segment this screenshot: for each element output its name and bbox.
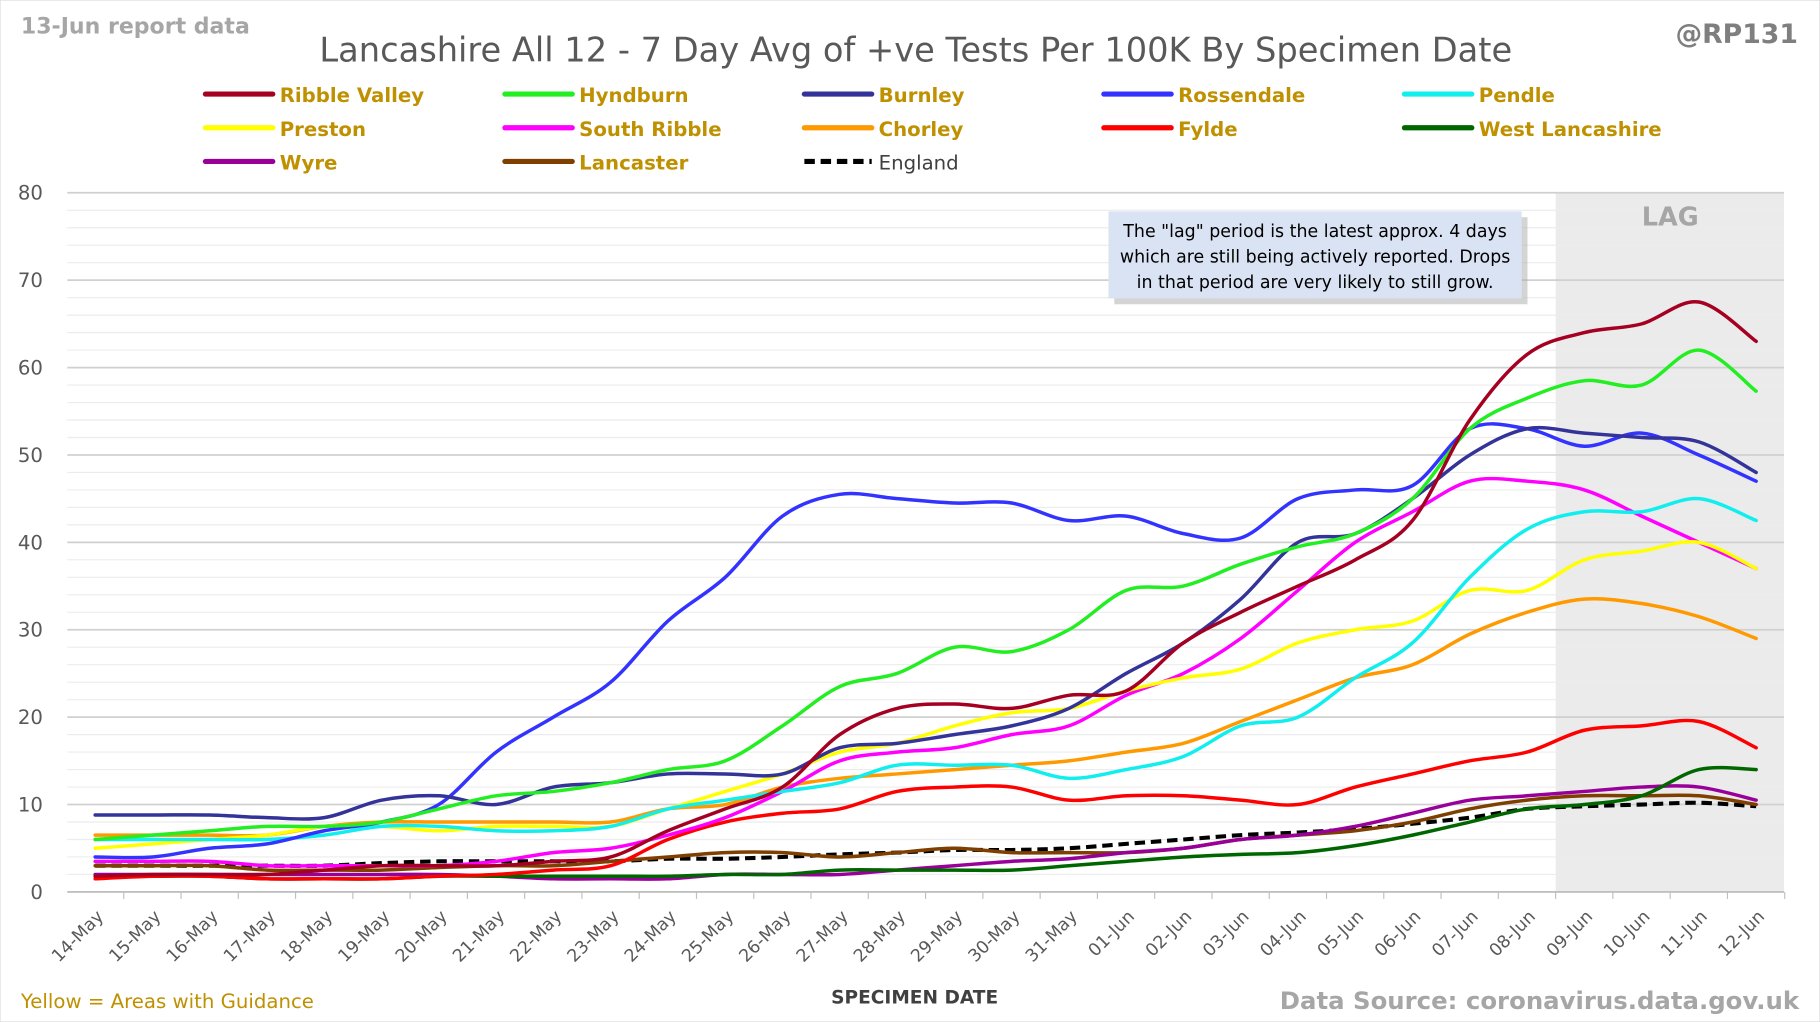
legend-item: Pendle [1401,84,1555,107]
lag-note: The "lag" period is the latest approx. 4… [1108,211,1528,305]
x-axis-title: SPECIMEN DATE [831,987,998,1008]
legend-label: Wyre [280,152,338,175]
legend-label: West Lancashire [1479,118,1662,141]
legend-item: Hyndburn [502,84,689,107]
lag-note-line: The "lag" period is the latest approx. 4… [1122,222,1507,242]
author-handle: @RP131 [1675,19,1797,50]
legend-label: Fylde [1178,118,1237,141]
data-source: Data Source: coronavirus.data.gov.uk [1280,986,1800,1015]
guidance-note: Yellow = Areas with Guidance [20,990,314,1013]
legend-item: Ribble Valley [202,84,425,107]
y-tick-label: 60 [18,357,43,380]
report-date-label: 13-Jun report data [21,15,250,40]
series-lines [93,300,1758,881]
y-tick-label: 80 [18,182,43,205]
y-tick-label: 0 [30,881,43,904]
legend-label: Lancaster [579,152,688,175]
y-axis: 0 10 20 30 40 50 60 70 80 [18,182,43,904]
legend-label: Burnley [879,84,965,107]
y-tick-label: 70 [18,269,43,292]
y-tick-label: 50 [18,444,43,467]
series-line-ribble-valley [93,300,1758,878]
legend-item: Lancaster [502,152,689,175]
y-tick-label: 20 [18,706,43,729]
legend-item: Rossendale [1101,84,1305,107]
legend-label: Ribble Valley [280,84,425,107]
series-line-fylde [93,718,1758,881]
series-line-burnley [93,425,1758,821]
legend-label: Preston [280,118,366,141]
legend-item: South Ribble [502,118,722,141]
legend-item: Burnley [801,84,965,107]
legend-item: Chorley [801,118,964,141]
chart-title: Lancashire All 12 - 7 Day Avg of +ve Tes… [319,31,1512,70]
legend-item: West Lancashire [1401,118,1662,141]
series-line-lancaster [93,793,1758,873]
series-line-hyndburn [93,348,1758,842]
legend-label: Pendle [1479,84,1555,107]
y-tick-label: 10 [18,793,43,816]
lag-label: LAG [1642,202,1699,232]
series-line-pendle [93,496,1758,842]
legend-label: South Ribble [579,118,721,141]
legend-item: Wyre [202,152,338,175]
legend: Ribble Valley Hyndburn Burnley Rossendale Pe… [202,84,1662,175]
y-tick-label: 30 [18,619,43,642]
legend-label: Hyndburn [579,84,688,107]
legend-item: Fylde [1101,118,1238,141]
legend-label: Rossendale [1178,84,1305,107]
legend-item: Preston [202,118,366,141]
legend-item: England [804,152,959,175]
legend-label: Chorley [879,118,964,141]
y-tick-label: 40 [18,531,43,554]
legend-label: England [879,152,959,175]
series-line-wyre [93,784,1758,881]
lag-note-line: in that period are very likely to still … [1137,273,1494,293]
lag-note-line: which are still being actively reported.… [1120,247,1510,267]
